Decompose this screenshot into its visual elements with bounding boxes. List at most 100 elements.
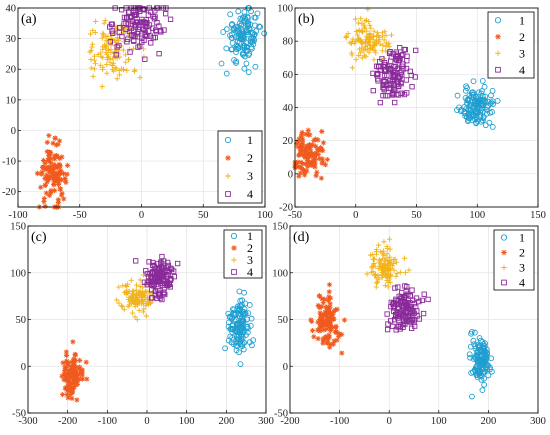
data-point	[472, 367, 478, 374]
data-point	[382, 78, 388, 85]
data-point	[494, 17, 502, 24]
data-point	[358, 50, 364, 56]
data-point	[256, 23, 263, 30]
data-point	[55, 164, 61, 171]
data-point	[319, 128, 325, 135]
data-point	[245, 310, 252, 317]
data-point	[131, 298, 137, 304]
data-point	[236, 339, 243, 346]
data-point	[165, 262, 172, 269]
data-point	[388, 58, 394, 64]
data-point	[360, 28, 366, 34]
x-tick-label: -200	[58, 416, 77, 427]
data-point	[218, 60, 225, 67]
data-point	[412, 74, 418, 80]
data-point	[125, 9, 132, 15]
data-point	[53, 142, 59, 148]
x-tick-label: 0	[387, 416, 392, 427]
data-point	[153, 27, 159, 33]
data-point	[129, 310, 136, 316]
data-point	[220, 29, 227, 35]
data-point	[151, 16, 158, 22]
data-point	[79, 369, 85, 375]
data-point	[71, 380, 77, 386]
data-point	[308, 149, 314, 156]
data-point	[471, 354, 478, 361]
data-point	[139, 301, 145, 307]
panel-label: (c)	[31, 230, 47, 245]
data-point	[387, 246, 393, 252]
data-point	[367, 22, 373, 28]
data-point	[305, 163, 311, 170]
data-point	[364, 271, 370, 277]
data-point	[148, 40, 154, 46]
data-point	[63, 365, 69, 371]
data-point	[124, 15, 130, 21]
data-point	[112, 37, 118, 44]
data-point	[118, 66, 124, 72]
y-tick-label: 20	[283, 136, 294, 147]
data-point	[47, 163, 54, 170]
data-point	[141, 306, 147, 312]
data-point	[137, 74, 143, 81]
data-point	[311, 334, 317, 340]
data-point	[326, 334, 333, 340]
data-point	[84, 376, 90, 382]
data-point	[225, 191, 231, 197]
legend-box	[223, 229, 263, 279]
data-point	[500, 234, 508, 241]
data-point	[63, 179, 69, 186]
data-point	[108, 49, 114, 56]
data-point	[375, 64, 382, 70]
data-point	[105, 33, 111, 39]
data-point	[77, 357, 83, 364]
data-point	[319, 156, 325, 162]
data-point	[379, 269, 385, 275]
data-point	[404, 284, 410, 290]
data-point	[409, 287, 415, 293]
data-point	[369, 45, 375, 51]
data-point	[420, 310, 427, 317]
data-point	[60, 391, 66, 398]
y-tick-label: 100	[272, 268, 288, 279]
data-point	[252, 22, 258, 29]
y-tick-label: 0	[21, 362, 26, 373]
data-point	[116, 24, 123, 31]
data-point	[361, 22, 367, 28]
data-point	[401, 91, 408, 98]
data-point	[403, 77, 410, 83]
data-point	[133, 258, 139, 264]
data-point	[92, 61, 99, 67]
data-point	[359, 55, 365, 61]
data-point	[320, 336, 326, 342]
data-point	[64, 391, 70, 397]
legend-label: 2	[247, 151, 253, 165]
data-point	[333, 329, 339, 336]
series-2	[308, 282, 348, 356]
data-point	[364, 34, 370, 40]
y-tick-label: 150	[272, 222, 288, 233]
data-point	[315, 319, 321, 325]
data-point	[358, 16, 364, 22]
data-point	[59, 154, 65, 160]
data-point	[137, 20, 143, 26]
data-point	[63, 352, 70, 359]
data-point	[302, 169, 308, 175]
data-point	[111, 68, 117, 74]
x-tick-label: 100	[431, 416, 447, 427]
data-point	[299, 142, 305, 148]
data-point	[44, 179, 50, 185]
data-point	[386, 276, 393, 282]
data-point	[100, 55, 106, 61]
data-point	[371, 57, 377, 63]
data-point	[44, 139, 50, 145]
data-point	[305, 127, 311, 133]
data-point	[230, 336, 237, 343]
data-point	[318, 146, 324, 152]
data-point	[501, 249, 507, 256]
scatter-panel: -50 0 50 100 150 -20 0 20 40 60 80 100 (b) 1 2 3 4	[277, 4, 546, 222]
data-point	[232, 316, 239, 323]
data-point	[408, 325, 415, 332]
